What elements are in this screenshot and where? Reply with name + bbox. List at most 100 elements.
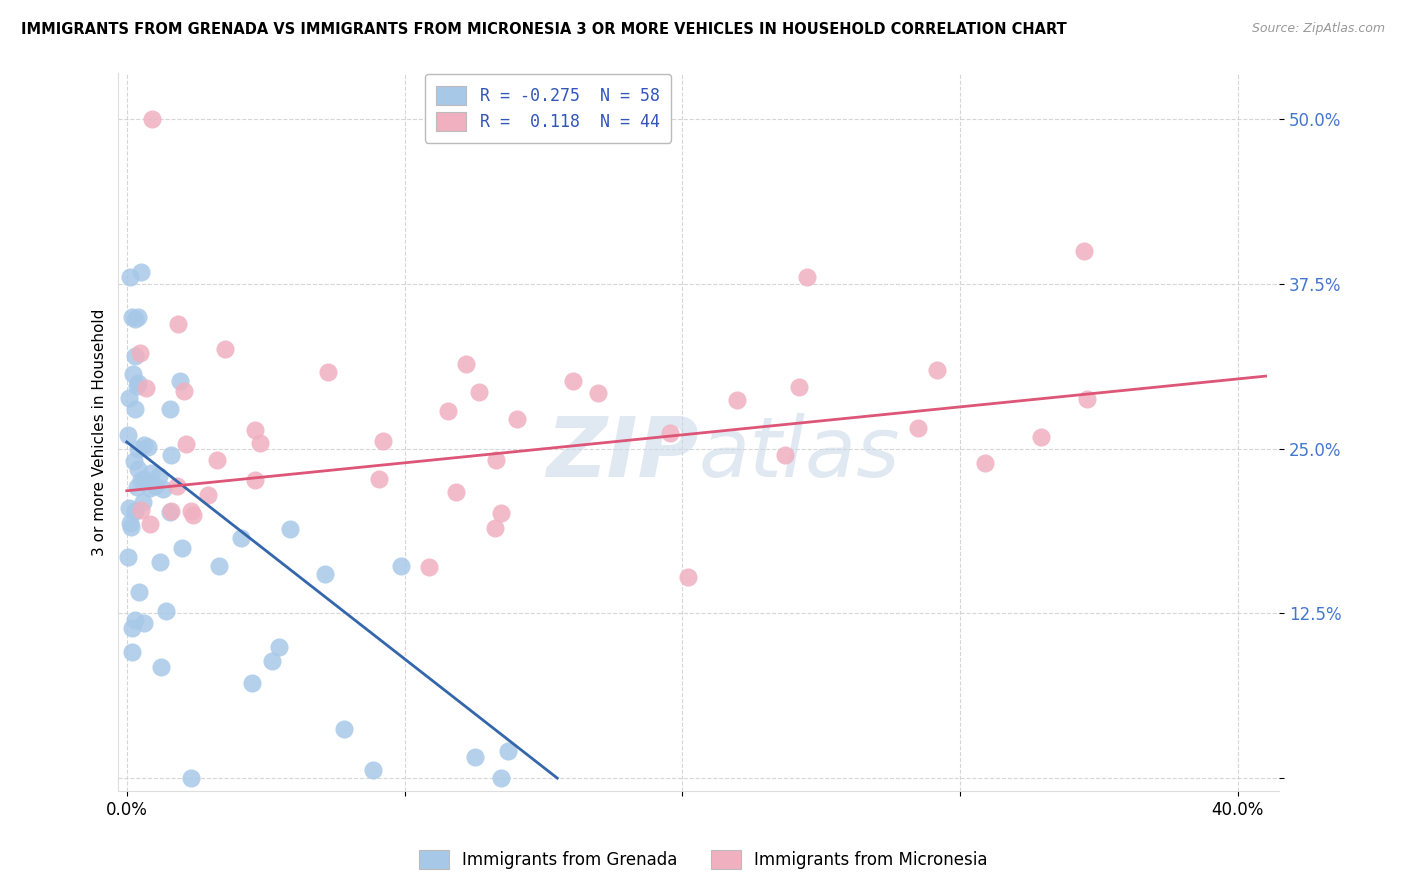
Point [260,654,283,668]
Point [138,481,160,495]
Point [124,349,146,363]
Point [148,469,170,483]
Point [389,558,412,573]
Point [135,381,157,395]
Point [484,521,506,535]
Point [159,504,181,518]
Point [243,474,266,488]
Point [159,402,181,417]
Point [418,559,440,574]
Point [129,265,152,279]
Point [927,363,949,377]
Point [249,435,271,450]
Point [180,771,202,785]
Point [180,503,202,517]
Point [907,420,929,434]
Point [464,749,486,764]
Point [132,616,155,631]
Point [132,437,155,451]
Point [124,402,146,417]
Point [489,506,512,520]
Point [676,570,699,584]
Point [172,541,194,555]
Point [333,722,356,736]
Point [131,495,153,509]
Legend: Immigrants from Grenada, Immigrants from Micronesia: Immigrants from Grenada, Immigrants from… [409,840,997,880]
Point [149,660,172,674]
Point [149,555,172,569]
Point [155,604,177,618]
Point [124,311,146,326]
Point [127,376,149,390]
Point [371,434,394,448]
Point [214,342,236,356]
Point [446,485,468,500]
Point [122,454,145,468]
Point [561,374,583,388]
Point [121,621,143,635]
Point [367,472,389,486]
Text: Source: ZipAtlas.com: Source: ZipAtlas.com [1251,22,1385,36]
Point [128,585,150,599]
Point [485,452,508,467]
Point [121,644,143,658]
Point [454,357,477,371]
Point [314,567,336,582]
Point [120,516,142,530]
Point [1073,244,1095,258]
Y-axis label: 3 or more Vehicles in Household: 3 or more Vehicles in Household [93,309,107,556]
Point [166,318,188,332]
Point [496,744,519,758]
Point [489,771,512,785]
Point [467,385,489,400]
Point [124,504,146,518]
Point [117,427,139,442]
Point [231,531,253,545]
Point [129,346,152,360]
Point [506,412,529,426]
Point [152,482,174,496]
Point [181,508,204,522]
Point [127,379,149,393]
Point [1029,430,1052,444]
Point [361,763,384,777]
Point [205,452,228,467]
Point [173,384,195,398]
Point [974,456,997,470]
Point [141,112,163,127]
Point [159,505,181,519]
Point [725,393,748,408]
Point [197,488,219,502]
Point [437,404,460,418]
Point [316,365,339,379]
Text: IMMIGRANTS FROM GRENADA VS IMMIGRANTS FROM MICRONESIA 3 OR MORE VEHICLES IN HOUS: IMMIGRANTS FROM GRENADA VS IMMIGRANTS FR… [21,22,1067,37]
Point [121,310,143,324]
Point [139,466,162,480]
Point [278,522,301,536]
Point [120,519,142,533]
Point [586,385,609,400]
Point [117,549,139,564]
Point [138,440,160,454]
Point [127,462,149,476]
Point [118,392,141,406]
Point [773,448,796,462]
Point [118,270,141,285]
Point [122,367,145,381]
Point [267,640,290,655]
Point [1076,392,1098,406]
Point [160,448,183,462]
Point [143,479,166,493]
Text: atlas: atlas [699,413,901,494]
Point [174,436,197,450]
Point [124,613,146,627]
Point [125,480,148,494]
Point [129,503,152,517]
Point [796,270,818,285]
Point [787,379,810,393]
Point [127,310,149,325]
Point [138,517,160,532]
Point [132,472,155,486]
Point [658,426,681,441]
Point [118,500,141,515]
